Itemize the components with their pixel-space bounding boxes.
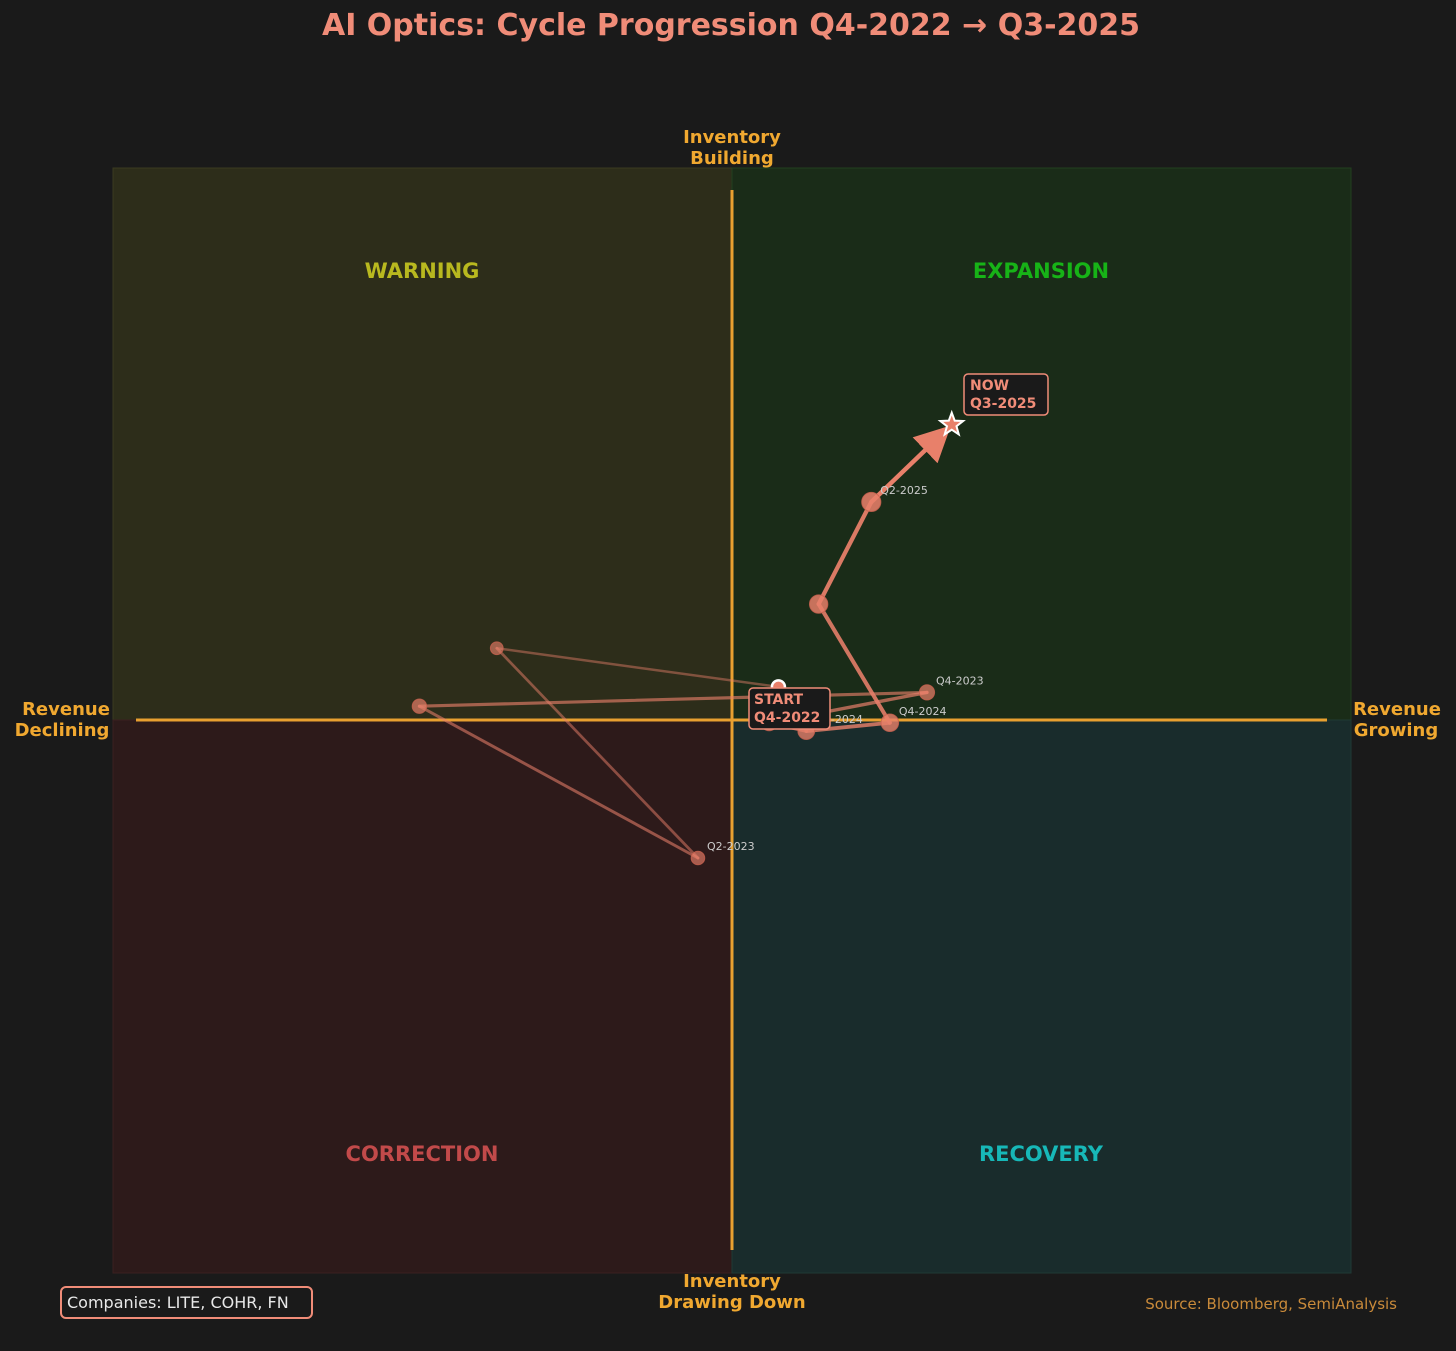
axis-label-right-line2: Growing <box>1354 720 1439 741</box>
start-annotation-line1: START <box>754 692 804 708</box>
axis-label-left-line1: Revenue <box>22 699 110 720</box>
quadrant-recovery <box>731 719 1352 1274</box>
start-annotation: START Q4-2022 <box>748 687 831 730</box>
axis-label-bottom-line2: Drawing Down <box>658 1292 805 1313</box>
data-point <box>918 684 936 701</box>
quadrant-label-correction: CORRECTION <box>346 1142 499 1166</box>
axis-label-top-line1: Inventory <box>683 127 781 148</box>
trail-segment <box>495 646 700 860</box>
quadrant-label-warning: WARNING <box>365 259 480 283</box>
current-point-star <box>937 409 966 437</box>
data-point <box>489 641 504 656</box>
companies-box <box>60 1286 313 1319</box>
chart-title: AI Optics: Cycle Progression Q4-2022 → Q… <box>322 8 1140 43</box>
trail-segment <box>816 602 892 725</box>
point-label: Q4-2024 <box>899 705 947 718</box>
axis-label-right-line1: Revenue <box>1353 699 1441 720</box>
trail-segment <box>816 499 874 607</box>
data-point <box>880 713 900 733</box>
axis-label-bottom-line1: Inventory <box>683 1271 781 1292</box>
axis-label-top-line2: Building <box>690 148 774 169</box>
now-annotation-line1: NOW <box>970 378 1009 394</box>
data-point <box>808 594 829 614</box>
start-annotation-box <box>748 687 831 730</box>
quadrant-warning <box>112 167 733 721</box>
trail-segment <box>869 425 952 505</box>
trail-segment <box>417 690 929 708</box>
data-point <box>411 698 428 714</box>
trail-segment <box>417 704 700 860</box>
data-point <box>861 491 882 513</box>
companies-text: Companies: LITE, COHR, FN <box>67 1293 289 1312</box>
quadrant-correction <box>112 719 733 1274</box>
now-annotation-box <box>963 373 1049 416</box>
start-annotation-line2: Q4-2022 <box>754 710 820 726</box>
quadrant-label-expansion: EXPANSION <box>973 259 1109 283</box>
quadrant-expansion <box>731 167 1352 721</box>
now-annotation-line2: Q3-2025 <box>970 396 1036 412</box>
point-label: Q2-2023 <box>707 840 755 853</box>
point-label: Q2-2025 <box>880 484 928 497</box>
data-point <box>690 850 706 866</box>
point-label: Q4-2023 <box>936 674 984 687</box>
now-annotation: NOW Q3-2025 <box>963 373 1049 416</box>
axis-label-left-line2: Declining <box>15 720 110 741</box>
trail-segment <box>495 646 780 689</box>
quadrant-label-recovery: RECOVERY <box>979 1142 1104 1166</box>
source-text: Source: Bloomberg, SemiAnalysis <box>1145 1295 1397 1313</box>
